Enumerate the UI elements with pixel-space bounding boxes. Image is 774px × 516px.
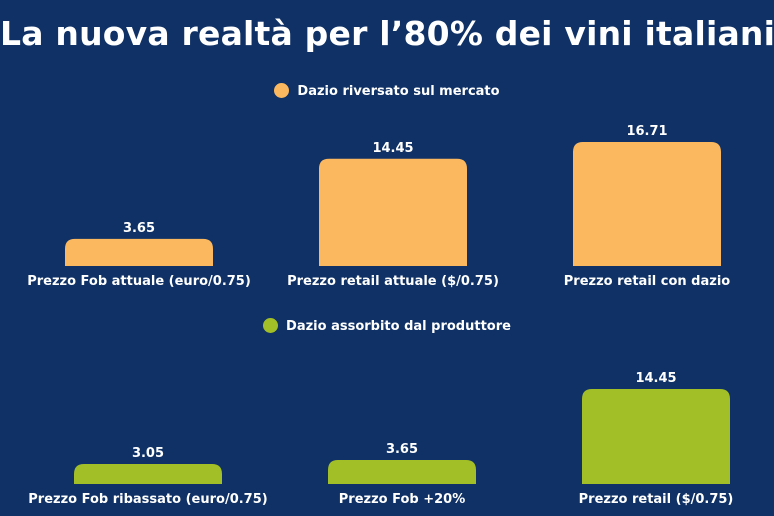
value-label-market-2: 14.45 [372, 141, 413, 156]
bar-producer-3 [582, 389, 730, 484]
category-label-producer-3: Prezzo retail ($/0.75) [579, 492, 734, 507]
category-label-market-2: Prezzo retail attuale ($/0.75) [287, 274, 499, 289]
category-label-producer-2: Prezzo Fob +20% [339, 492, 465, 507]
legend-producer-label: Dazio assorbito dal produttore [286, 319, 511, 334]
legend-producer-dot-icon [263, 318, 279, 333]
legend-market-label: Dazio riversato sul mercato [297, 84, 500, 99]
category-label-market-3: Prezzo retail con dazio [564, 274, 731, 289]
value-label-producer-1: 3.05 [132, 446, 164, 461]
legend-market-dot-icon [274, 83, 290, 98]
bar-producer-1 [74, 463, 222, 484]
bar-market-3 [573, 142, 721, 266]
category-label-producer-1: Prezzo Fob ribassato (euro/0.75) [28, 492, 267, 507]
value-label-market-1: 3.65 [123, 221, 155, 236]
value-label-producer-2: 3.65 [386, 442, 418, 457]
bar-producer-2 [328, 460, 476, 484]
legend-producer: Dazio assorbito dal produttore [0, 318, 774, 334]
page-title: La nuova realtà per l’80% dei vini itali… [0, 14, 774, 53]
bar-market-2 [319, 158, 467, 266]
category-label-market-1: Prezzo Fob attuale (euro/0.75) [27, 274, 251, 289]
value-label-market-3: 16.71 [626, 124, 667, 139]
bar-market-1 [65, 238, 213, 266]
legend-market: Dazio riversato sul mercato [0, 83, 774, 99]
value-label-producer-3: 14.45 [635, 371, 676, 386]
